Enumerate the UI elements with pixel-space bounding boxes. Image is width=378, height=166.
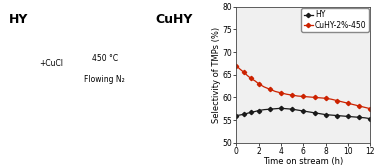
CuHY-2%-450 xyxy=(352,104,356,106)
CuHY-2%-450 xyxy=(248,77,253,79)
CuHY-2%-450 xyxy=(368,108,373,110)
Text: 450 °C: 450 °C xyxy=(91,54,118,63)
HY xyxy=(248,111,253,113)
CuHY-2%-450 xyxy=(284,93,289,95)
X-axis label: Time on stream (h): Time on stream (h) xyxy=(263,157,344,166)
Legend: HY, CuHY-2%-450: HY, CuHY-2%-450 xyxy=(301,8,369,32)
CuHY-2%-450 xyxy=(245,75,250,77)
CuHY-2%-450 xyxy=(256,83,261,85)
HY xyxy=(284,108,289,110)
Text: Flowing N₂: Flowing N₂ xyxy=(84,75,125,84)
CuHY-2%-450 xyxy=(346,102,350,104)
Y-axis label: Selectivity of TMPs (%): Selectivity of TMPs (%) xyxy=(212,27,221,123)
CuHY-2%-450 xyxy=(363,106,367,108)
HY xyxy=(340,115,345,117)
HY xyxy=(237,114,242,116)
CuHY-2%-450 xyxy=(296,95,300,97)
CuHY-2%-450 xyxy=(234,65,239,67)
CuHY-2%-450 xyxy=(340,101,345,103)
CuHY-2%-450 xyxy=(253,80,257,82)
Line: HY: HY xyxy=(235,107,372,120)
CuHY-2%-450 xyxy=(312,96,317,98)
HY xyxy=(234,115,239,117)
HY xyxy=(262,109,266,111)
HY xyxy=(296,109,300,111)
CuHY-2%-450 xyxy=(242,71,246,73)
HY xyxy=(268,108,272,110)
HY xyxy=(290,108,294,110)
Line: CuHY-2%-450: CuHY-2%-450 xyxy=(235,64,372,110)
HY xyxy=(346,115,350,117)
HY xyxy=(363,117,367,119)
HY xyxy=(312,112,317,114)
CuHY-2%-450 xyxy=(335,100,339,102)
HY xyxy=(301,110,305,112)
HY xyxy=(329,114,333,116)
CuHY-2%-450 xyxy=(237,68,242,70)
HY xyxy=(307,111,311,113)
HY xyxy=(253,110,257,112)
CuHY-2%-450 xyxy=(307,96,311,98)
HY xyxy=(242,113,246,115)
Text: +CuCl: +CuCl xyxy=(39,59,63,68)
HY xyxy=(256,110,261,112)
CuHY-2%-450 xyxy=(273,90,278,92)
CuHY-2%-450 xyxy=(329,98,333,100)
HY xyxy=(245,112,250,114)
HY xyxy=(357,116,361,118)
CuHY-2%-450 xyxy=(268,88,272,90)
HY xyxy=(352,116,356,118)
CuHY-2%-450 xyxy=(262,86,266,88)
CuHY-2%-450 xyxy=(279,92,283,94)
CuHY-2%-450 xyxy=(357,105,361,107)
Text: HY: HY xyxy=(9,13,28,26)
CuHY-2%-450 xyxy=(301,95,305,97)
Text: CuHY: CuHY xyxy=(156,13,193,26)
HY xyxy=(324,114,328,116)
CuHY-2%-450 xyxy=(318,97,322,99)
HY xyxy=(279,107,283,109)
HY xyxy=(273,108,278,110)
CuHY-2%-450 xyxy=(324,97,328,99)
HY xyxy=(318,113,322,115)
HY xyxy=(368,118,373,120)
CuHY-2%-450 xyxy=(290,94,294,96)
HY xyxy=(335,115,339,117)
